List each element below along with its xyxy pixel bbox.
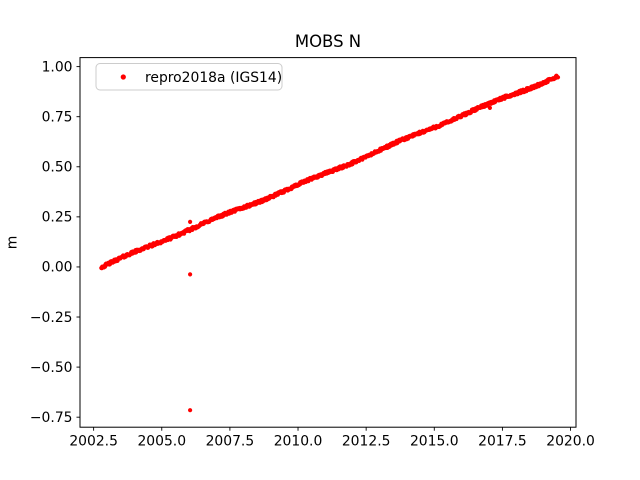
x-tick-label: 2012.5 (342, 434, 391, 450)
x-tick-label: 2002.5 (69, 434, 118, 450)
y-tick-label: 1.00 (42, 59, 73, 75)
chart-title: MOBS N (295, 32, 361, 51)
data-series-points (99, 73, 561, 413)
y-tick-label: −0.25 (30, 310, 73, 326)
x-tick-label: 2005.0 (137, 434, 186, 450)
y-tick-label: 0.25 (42, 210, 73, 226)
y-axis-label: m (5, 236, 21, 250)
y-tick-label: 0.75 (42, 109, 73, 125)
x-tick-label: 2007.5 (206, 434, 255, 450)
y-tick-label: 0.50 (42, 160, 73, 176)
x-tick-label: 2017.5 (478, 434, 527, 450)
plot-area: 2002.5 2005.0 2007.5 2010.0 2012.5 2015.0 2017… (30, 57, 595, 450)
legend: repro2018a (IGS14) (95, 63, 283, 91)
axes-frame (79, 57, 577, 428)
y-tick-label: 0.00 (42, 260, 73, 276)
legend-box (95, 63, 283, 91)
legend-label: repro2018a (IGS14) (145, 70, 282, 86)
x-tick-label: 2015.0 (410, 434, 459, 450)
legend-marker-icon (120, 74, 126, 80)
x-tick-label: 2020.0 (546, 434, 595, 450)
y-tick-label: −0.75 (30, 410, 73, 426)
x-tick-label: 2010.0 (274, 434, 323, 450)
y-tick-label: −0.50 (30, 360, 73, 376)
